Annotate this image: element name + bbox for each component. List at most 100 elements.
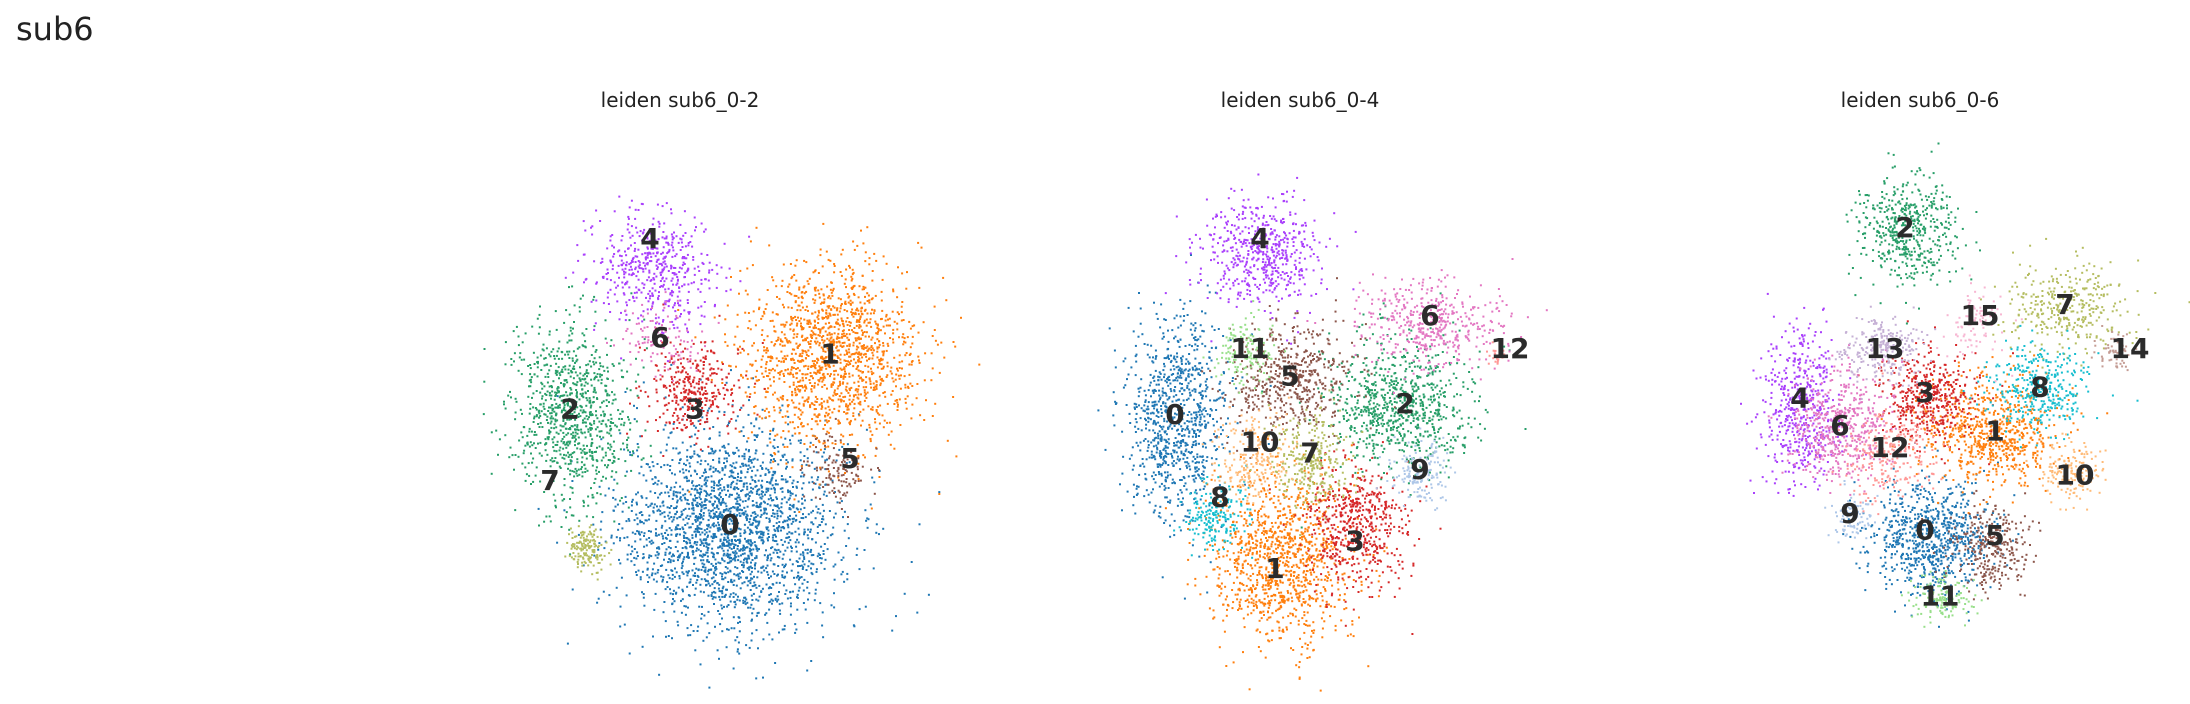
cell-point: [746, 488, 749, 491]
cell-point: [555, 373, 558, 376]
cell-point: [676, 499, 679, 502]
cell-point: [785, 321, 788, 324]
cell-point: [686, 541, 689, 544]
cell-point: [700, 485, 703, 488]
cell-point: [761, 479, 764, 482]
cell-point: [705, 579, 708, 582]
cell-point: [694, 541, 696, 543]
cell-point: [844, 360, 847, 362]
cell-point: [843, 373, 846, 376]
cell-point: [565, 446, 568, 449]
cell-point: [579, 366, 581, 369]
cell-point: [679, 497, 682, 500]
cell-point: [955, 455, 958, 458]
cell-point: [825, 250, 828, 253]
cell-point: [747, 497, 750, 500]
cell-point: [777, 399, 780, 402]
cell-point: [794, 389, 797, 391]
cell-point: [577, 533, 580, 536]
cell-point: [786, 410, 789, 413]
cell-point: [563, 457, 566, 460]
cell-point: [507, 394, 510, 397]
cell-point: [875, 332, 878, 335]
cell-point: [786, 536, 789, 539]
cell-point: [564, 365, 567, 368]
cell-point: [823, 441, 826, 444]
cell-point: [766, 526, 769, 529]
cell-point: [787, 489, 789, 492]
cell-point: [750, 619, 753, 622]
cell-point: [728, 561, 731, 564]
cell-point: [727, 372, 730, 375]
cell-point: [730, 469, 733, 472]
cell-point: [845, 268, 848, 271]
cell-point: [688, 416, 691, 419]
cell-point: [709, 515, 712, 518]
cell-point: [691, 404, 694, 407]
cell-point: [560, 493, 563, 496]
cell-point: [556, 440, 559, 443]
cell-point: [557, 386, 560, 389]
cell-point: [755, 556, 758, 559]
cell-point: [780, 539, 783, 541]
cell-point: [553, 460, 556, 463]
cell-point: [845, 320, 848, 323]
cell-point: [743, 529, 746, 532]
cell-point: [727, 452, 729, 455]
cell-point: [681, 547, 684, 549]
cell-point: [774, 597, 777, 600]
cell-point: [794, 631, 797, 634]
cell-point: [745, 598, 748, 601]
cell-point: [683, 462, 685, 465]
cell-point: [584, 392, 587, 395]
cell-point: [783, 355, 786, 358]
cell-point: [701, 388, 703, 391]
cell-point: [538, 409, 541, 412]
cell-point: [640, 465, 643, 468]
cell-point: [816, 478, 819, 481]
cell-point: [780, 511, 783, 513]
cell-point: [697, 429, 700, 432]
cell-point: [746, 567, 749, 570]
cell-point: [898, 398, 901, 401]
cell-point: [820, 356, 822, 359]
cell-point: [764, 308, 767, 310]
cell-point: [821, 316, 824, 319]
cell-point: [769, 600, 772, 603]
cell-point: [673, 575, 676, 578]
cell-point: [772, 551, 775, 554]
cell-point: [521, 462, 524, 465]
cell-point: [822, 553, 825, 555]
cell-point: [600, 520, 603, 523]
cell-point: [767, 411, 770, 414]
cell-point: [776, 543, 779, 546]
cell-point: [750, 639, 753, 642]
cell-point: [789, 372, 792, 375]
cell-point: [731, 392, 734, 395]
cell-point: [703, 614, 706, 617]
cell-point: [884, 395, 887, 398]
cell-point: [569, 393, 572, 396]
cell-point: [709, 493, 712, 495]
cell-point: [702, 372, 705, 375]
cell-point: [699, 419, 702, 422]
cell-point: [725, 554, 728, 557]
cell-point: [848, 389, 851, 392]
cell-point: [529, 441, 532, 444]
cell-point: [679, 496, 682, 499]
cell-point: [703, 483, 706, 486]
cell-point: [557, 347, 560, 350]
cell-point: [586, 444, 588, 447]
cell-point: [942, 276, 945, 279]
cell-point: [754, 525, 757, 528]
cell-point: [835, 346, 838, 349]
cell-point: [731, 558, 734, 561]
cell-point: [747, 437, 750, 440]
cell-point: [794, 519, 797, 522]
cell-point: [729, 560, 732, 563]
cell-point: [776, 528, 779, 531]
cell-point: [759, 509, 762, 512]
cell-point: [891, 629, 894, 632]
cell-point: [896, 401, 899, 404]
cell-point: [784, 357, 787, 360]
